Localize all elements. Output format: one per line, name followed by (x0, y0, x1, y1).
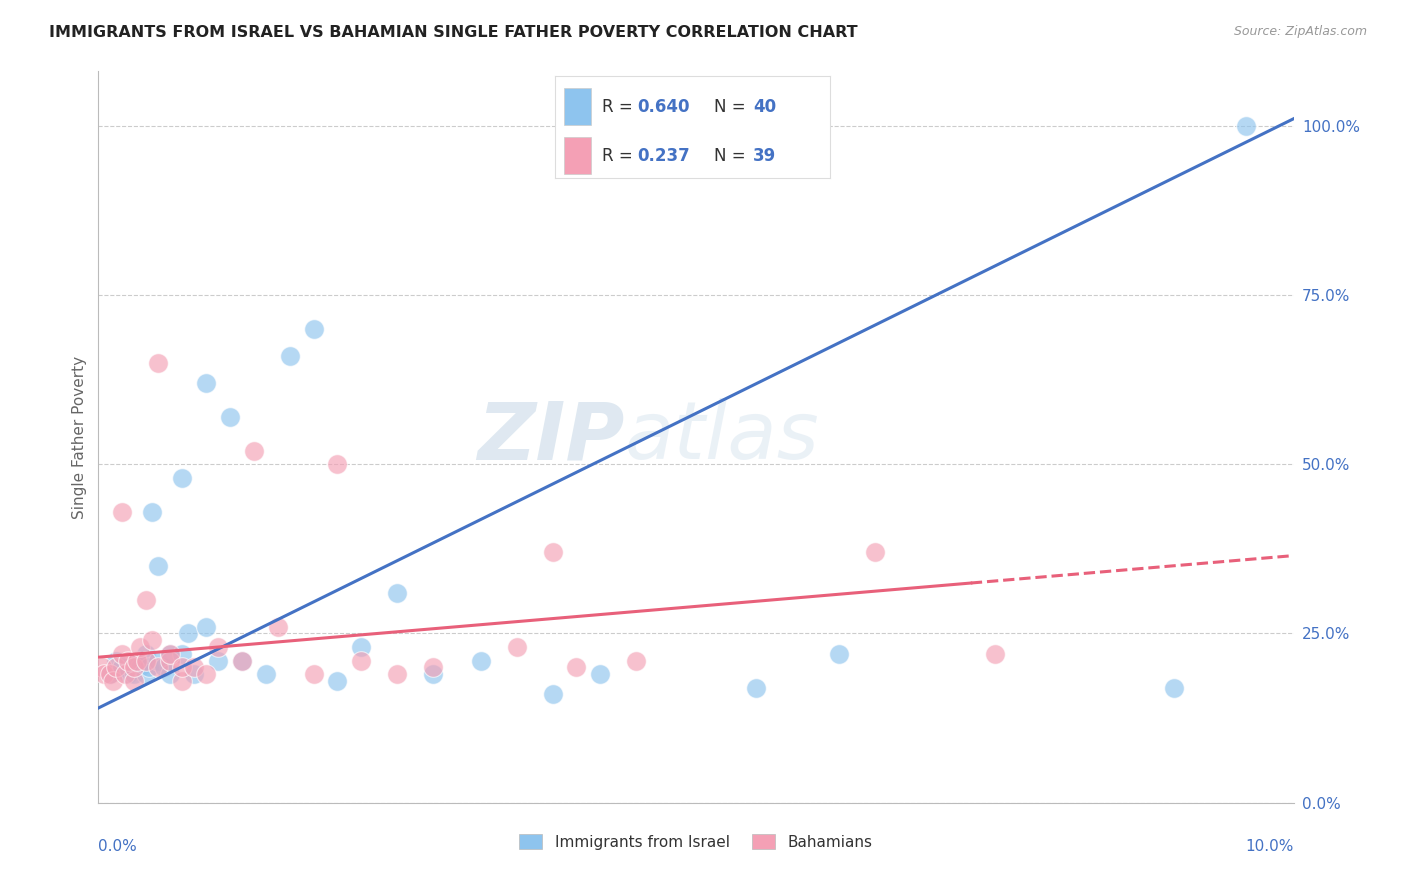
Point (172, 471, 194, 485)
Point (470, 654, 492, 668)
Point (243, 443, 266, 458)
Point (124, 673, 146, 688)
Point (124, 667, 146, 681)
Point (254, 667, 277, 681)
Point (231, 654, 253, 668)
Text: N =: N = (714, 147, 751, 165)
Point (124, 660, 146, 674)
Point (91, 660, 114, 674)
Point (101, 673, 124, 688)
Point (159, 654, 181, 668)
Point (98, 667, 122, 681)
Point (129, 640, 152, 654)
Point (422, 660, 444, 674)
Point (141, 633, 163, 648)
Point (159, 667, 181, 681)
Point (541, 545, 564, 559)
Point (385, 586, 409, 600)
Point (125, 654, 148, 668)
Point (93, 667, 115, 681)
Point (1234, 119, 1257, 133)
Text: 10.0%: 10.0% (1246, 839, 1294, 855)
Text: 0.640: 0.640 (638, 97, 690, 116)
Text: 0.0%: 0.0% (98, 839, 138, 855)
Point (105, 660, 128, 674)
Y-axis label: Single Father Poverty: Single Father Poverty (72, 356, 87, 518)
Point (195, 667, 218, 681)
Point (302, 667, 325, 681)
Point (148, 355, 170, 369)
Text: IMMIGRANTS FROM ISRAEL VS BAHAMIAN SINGLE FATHER POVERTY CORRELATION CHART: IMMIGRANTS FROM ISRAEL VS BAHAMIAN SINGL… (49, 25, 858, 40)
Point (159, 647, 181, 661)
Point (111, 505, 134, 519)
Point (302, 322, 325, 336)
Point (626, 654, 648, 668)
Point (114, 667, 136, 681)
Point (350, 654, 373, 668)
Point (422, 667, 444, 681)
Point (195, 376, 218, 390)
Bar (564, 137, 591, 174)
Bar (564, 88, 591, 125)
Point (135, 592, 157, 607)
Point (125, 654, 148, 668)
Point (153, 660, 176, 674)
Point (148, 558, 170, 573)
Text: ZIP: ZIP (477, 398, 624, 476)
Point (105, 654, 128, 668)
Point (135, 667, 157, 681)
Point (541, 688, 564, 702)
Point (124, 660, 146, 674)
Point (148, 660, 170, 674)
Point (159, 647, 181, 661)
Point (267, 620, 290, 634)
Point (135, 647, 157, 661)
Point (183, 660, 205, 674)
Point (177, 626, 200, 640)
Point (98, 667, 122, 681)
Point (195, 620, 218, 634)
Point (117, 654, 139, 668)
Point (207, 654, 229, 668)
Point (117, 667, 139, 681)
Point (385, 667, 409, 681)
Text: 0.237: 0.237 (638, 147, 690, 165)
Point (589, 667, 612, 681)
Text: N =: N = (714, 97, 751, 116)
Text: atlas: atlas (624, 398, 820, 476)
Point (172, 660, 194, 674)
Point (148, 654, 170, 668)
Text: R =: R = (602, 97, 638, 116)
Point (172, 647, 194, 661)
Point (111, 660, 134, 674)
Point (129, 660, 152, 674)
Point (984, 647, 1007, 661)
Point (326, 673, 349, 688)
Point (350, 640, 373, 654)
Point (828, 647, 851, 661)
Text: R =: R = (602, 147, 638, 165)
Point (141, 505, 163, 519)
Point (231, 654, 253, 668)
Point (506, 640, 529, 654)
Point (565, 660, 588, 674)
Point (1163, 681, 1185, 695)
Text: 39: 39 (752, 147, 776, 165)
Point (172, 673, 194, 688)
Point (111, 647, 134, 661)
Text: Source: ZipAtlas.com: Source: ZipAtlas.com (1233, 25, 1367, 38)
Point (745, 681, 768, 695)
Point (135, 654, 157, 668)
Point (138, 660, 160, 674)
Text: 40: 40 (752, 97, 776, 116)
Point (183, 667, 205, 681)
Legend: Immigrants from Israel, Bahamians: Immigrants from Israel, Bahamians (512, 826, 880, 857)
Point (326, 457, 349, 471)
Point (278, 349, 301, 363)
Point (207, 640, 229, 654)
Point (219, 409, 242, 424)
Point (865, 545, 887, 559)
